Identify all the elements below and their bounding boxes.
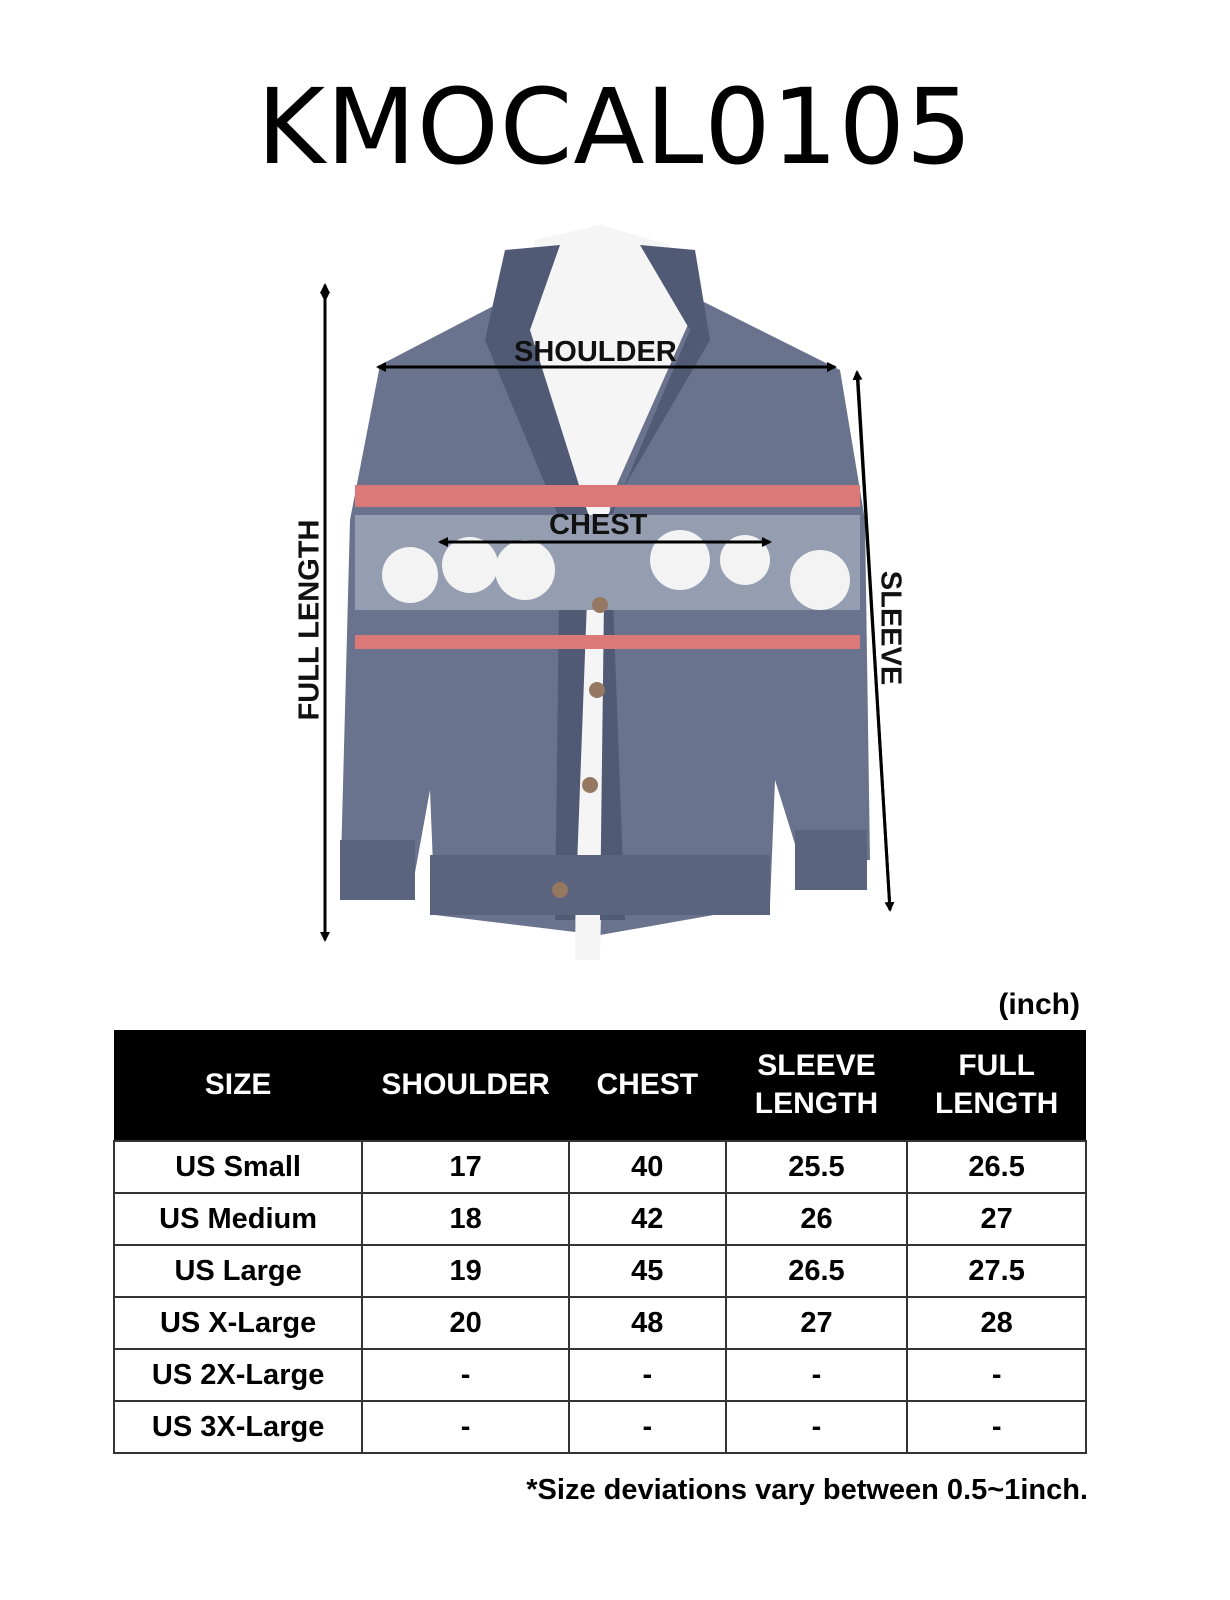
unit-label: (inch)	[998, 988, 1080, 1021]
column-header: SIZE	[114, 1030, 363, 1141]
column-header: FULL LENGTH	[907, 1030, 1086, 1141]
measurement-cell: 26	[724, 1192, 909, 1246]
column-header: CHEST	[568, 1030, 726, 1141]
size-cell: US 2X-Large	[112, 1348, 364, 1402]
table-row: US 2X-Large - - - -	[112, 1348, 1087, 1402]
column-header: SLEEVE LENGTH	[725, 1030, 908, 1141]
measurement-cell: 20	[361, 1296, 570, 1350]
size-cell: US Large	[112, 1244, 364, 1298]
table-row: US X-Large 20 48 27 28	[112, 1296, 1087, 1350]
measurement-cell: -	[567, 1400, 727, 1454]
full-length-label: FULL LENGTH	[293, 519, 326, 721]
size-deviation-note: *Size deviations vary between 0.5~1inch.	[526, 1474, 1088, 1506]
sleeve-label: SLEEVE	[874, 570, 907, 686]
cardigan-figure: SHOULDER CHEST FULL LENGTH SLEEVE	[293, 245, 907, 942]
measurement-cell: 17	[361, 1140, 570, 1194]
measurement-cell: 27	[906, 1192, 1087, 1246]
measurement-cell: 45	[567, 1244, 727, 1298]
measurement-cell: 27.5	[906, 1244, 1087, 1298]
measurement-cell: 28	[906, 1296, 1087, 1350]
size-cell: US X-Large	[112, 1296, 364, 1350]
size-cell: US 3X-Large	[112, 1400, 364, 1454]
table-row: US Medium 18 42 26 27	[112, 1192, 1087, 1246]
size-cell: US Small	[112, 1140, 364, 1194]
measurement-cell: -	[361, 1348, 570, 1402]
measurement-cell: 18	[361, 1192, 570, 1246]
column-header: SHOULDER	[362, 1030, 569, 1141]
measurement-cell: 27	[724, 1296, 909, 1350]
measurement-cell: -	[724, 1400, 909, 1454]
measurement-cell: -	[361, 1400, 570, 1454]
table-row: US 3X-Large - - - -	[112, 1400, 1087, 1454]
measurement-cell: 42	[567, 1192, 727, 1246]
measurement-cell: -	[906, 1348, 1087, 1402]
table-row: US Large 19 45 26.5 27.5	[112, 1244, 1087, 1298]
chest-label: CHEST	[549, 509, 648, 541]
table-row: US Small 17 40 25.5 26.5	[112, 1140, 1087, 1194]
measurement-cell: 40	[567, 1140, 727, 1194]
measurement-cell: 19	[361, 1244, 570, 1298]
measurement-cell: 26.5	[724, 1244, 909, 1298]
measurement-cell: 26.5	[906, 1140, 1087, 1194]
shoulder-label: SHOULDER	[514, 336, 677, 368]
size-table: SIZE SHOULDER CHEST SLEEVE LENGTH FULL LENGT…	[112, 1030, 1087, 1454]
product-code-title: KMOCAL0105	[256, 66, 974, 188]
measurement-cell: -	[906, 1400, 1087, 1454]
measurement-cell: 25.5	[724, 1140, 909, 1194]
measurement-cell: -	[567, 1348, 727, 1402]
measurement-cell: -	[724, 1348, 909, 1402]
cardigan-image	[320, 245, 895, 942]
measurement-cell: 48	[567, 1296, 727, 1350]
table-header: SIZE SHOULDER CHEST SLEEVE LENGTH FULL LENGT…	[114, 1030, 1086, 1141]
size-cell: US Medium	[112, 1192, 364, 1246]
